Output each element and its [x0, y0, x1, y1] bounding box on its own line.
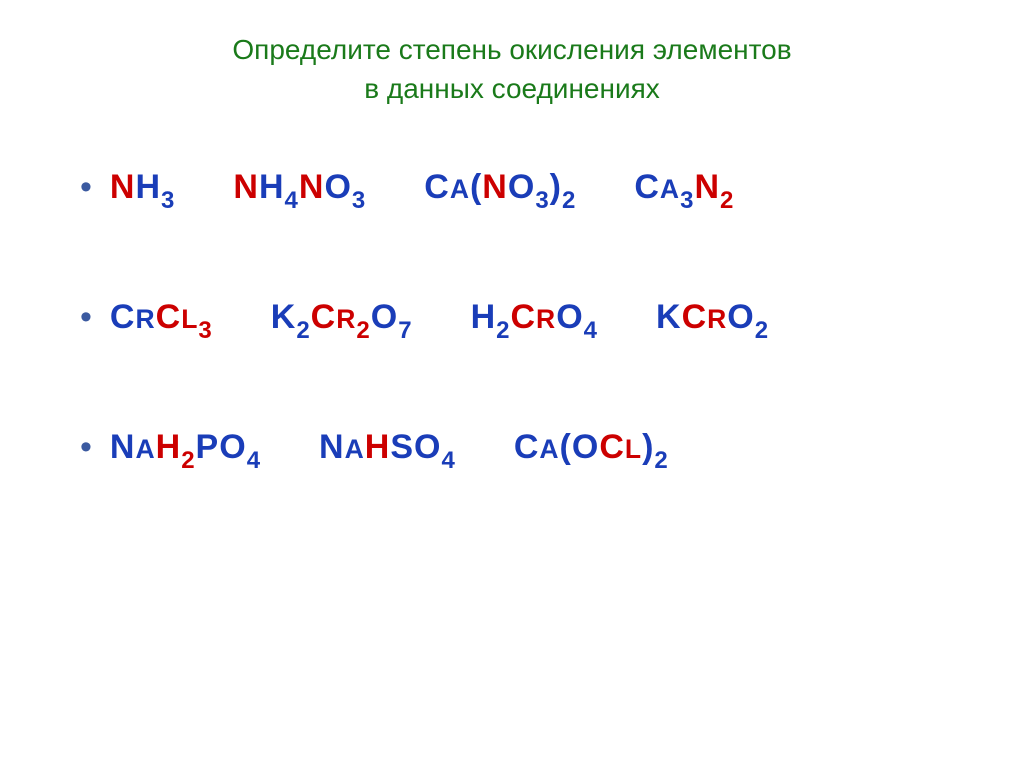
formula-part: C: [156, 298, 182, 336]
formula-part: N: [299, 168, 325, 206]
formula-part: H: [156, 428, 182, 466]
chemical-formula: NAHSO4: [319, 428, 456, 473]
formula-part: 4: [247, 447, 261, 474]
chemical-formula: KCRO2: [656, 298, 769, 343]
formula-part: N: [482, 168, 508, 206]
formula-part: K: [271, 298, 297, 336]
chemical-formula: CA(NO3)2: [424, 168, 576, 213]
formula-part: P: [196, 428, 220, 466]
formula-part: 3: [198, 317, 212, 344]
formula-part: C: [424, 168, 450, 206]
formula-part: 2: [496, 317, 510, 344]
formula-part: N: [110, 168, 136, 206]
formula-part: 2: [720, 187, 734, 214]
formula-part: O: [572, 428, 599, 466]
formula-part: 4: [285, 187, 299, 214]
formula-part: C: [599, 428, 625, 466]
bullet-icon: •: [80, 298, 92, 337]
formula-part: (: [560, 428, 572, 466]
formula-part: 4: [441, 447, 455, 474]
formula-part: 7: [398, 317, 412, 344]
formula-part: O: [508, 168, 535, 206]
formula-part: 2: [296, 317, 310, 344]
formula-part: R: [707, 304, 727, 334]
formula-part: O: [324, 168, 351, 206]
formula-part: H: [365, 428, 391, 466]
formula-part: ): [642, 428, 654, 466]
formula-part: O: [371, 298, 398, 336]
formula-part: R: [135, 304, 155, 334]
formula-part: N: [694, 168, 720, 206]
formula-part: 3: [680, 187, 694, 214]
formula-part: 2: [654, 447, 668, 474]
formula-part: C: [514, 428, 540, 466]
formula-part: 4: [584, 317, 598, 344]
chemical-formula: CA3N2: [634, 168, 734, 213]
formula-group: NH3NH4NO3CA(NO3)2CA3N2: [110, 168, 734, 213]
formula-group: CRCL3K2CR2O7H2CRO4KCRO2: [110, 298, 769, 343]
formula-part: C: [682, 298, 708, 336]
title-line1: Определите степень окисления элементов: [60, 30, 964, 69]
formula-part: H: [259, 168, 285, 206]
formula-part: S: [390, 428, 414, 466]
formula-part: C: [311, 298, 337, 336]
formula-part: C: [634, 168, 660, 206]
formula-part: O: [414, 428, 441, 466]
formula-part: L: [625, 434, 642, 464]
formula-row: •NAH2PO4NAHSO4CA(OCL)2: [60, 428, 964, 473]
formula-part: H: [135, 168, 161, 206]
formula-part: R: [336, 304, 356, 334]
formula-part: R: [536, 304, 556, 334]
formula-part: A: [345, 434, 365, 464]
formula-part: 3: [161, 187, 175, 214]
formula-part: N: [110, 428, 136, 466]
chemical-formula: CRCL3: [110, 298, 213, 343]
slide-title: Определите степень окисления элементов в…: [60, 30, 964, 108]
formula-part: O: [219, 428, 246, 466]
formula-part: A: [450, 174, 470, 204]
formula-part: (: [470, 168, 482, 206]
chemical-formula: NH3: [110, 168, 175, 213]
formula-part: O: [727, 298, 754, 336]
formula-part: 2: [562, 187, 576, 214]
title-line2: в данных соединениях: [60, 69, 964, 108]
formula-rows: •NH3NH4NO3CA(NO3)2CA3N2•CRCL3K2CR2O7H2CR…: [60, 168, 964, 472]
formula-part: O: [556, 298, 583, 336]
chemical-formula: H2CRO4: [471, 298, 598, 343]
formula-part: ): [550, 168, 562, 206]
chemical-formula: K2CR2O7: [271, 298, 413, 343]
formula-part: C: [110, 298, 136, 336]
formula-part: L: [181, 304, 198, 334]
chemical-formula: NAH2PO4: [110, 428, 261, 473]
chemical-formula: NH4NO3: [233, 168, 366, 213]
formula-part: 2: [755, 317, 769, 344]
formula-part: A: [135, 434, 155, 464]
formula-part: A: [660, 174, 680, 204]
formula-part: N: [233, 168, 259, 206]
formula-part: A: [539, 434, 559, 464]
bullet-icon: •: [80, 428, 92, 467]
formula-part: C: [510, 298, 536, 336]
formula-part: 3: [535, 187, 549, 214]
formula-part: N: [319, 428, 345, 466]
chemical-formula: CA(OCL)2: [514, 428, 669, 473]
formula-part: K: [656, 298, 682, 336]
formula-row: •NH3NH4NO3CA(NO3)2CA3N2: [60, 168, 964, 213]
formula-group: NAH2PO4NAHSO4CA(OCL)2: [110, 428, 669, 473]
bullet-icon: •: [80, 168, 92, 207]
formula-row: •CRCL3K2CR2O7H2CRO4KCRO2: [60, 298, 964, 343]
formula-part: 2: [356, 317, 370, 344]
formula-part: 2: [181, 447, 195, 474]
formula-part: H: [471, 298, 497, 336]
formula-part: 3: [352, 187, 366, 214]
